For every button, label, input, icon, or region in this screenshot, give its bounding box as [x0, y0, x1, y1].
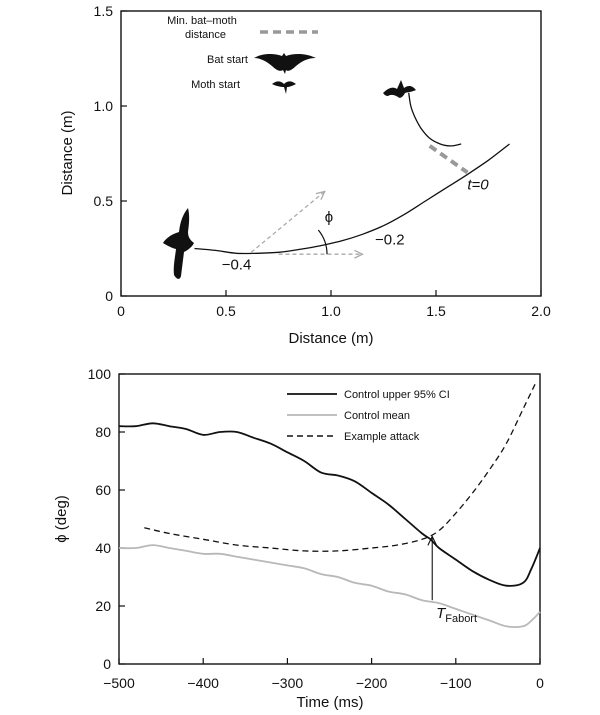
bottom-ytick-label: 0 — [103, 656, 111, 672]
top-ytick-label: 0 — [105, 288, 113, 304]
bat-flight-path — [194, 143, 510, 255]
bottom-ytick-label: 80 — [95, 424, 111, 440]
top-annotation: t=0 — [467, 177, 489, 194]
legend-label-moth-start: Moth start — [191, 79, 240, 91]
min-distance-segment — [428, 144, 469, 175]
bottom-xtick-label: −100 — [440, 675, 472, 691]
bottom-ytick-label: 20 — [95, 598, 111, 614]
bottom-ytick-label: 40 — [95, 540, 111, 556]
bottom-plot-frame — [118, 373, 541, 665]
top-ytick-label: 1.5 — [94, 3, 114, 19]
legend-label-bat-start: Bat start — [207, 54, 248, 66]
reference-arrow-head — [354, 249, 364, 259]
bottom-xtick-label: 0 — [536, 675, 544, 691]
velocity-arrow-shaft — [250, 190, 326, 253]
moth-flight-path — [408, 92, 462, 147]
top-plot-frame — [120, 10, 542, 297]
series-example-attack — [144, 382, 537, 552]
bottom-ylabel: ϕ (deg) — [53, 495, 70, 543]
bottom-xtick-label: −400 — [187, 675, 219, 691]
top-legend: Min. bat–moth distance Bat start Moth st… — [167, 15, 318, 94]
top-xtick-label: 1.5 — [426, 303, 446, 319]
legend-label-ci: Control upper 95% CI — [344, 389, 450, 401]
top-xtick-label: 0 — [117, 303, 125, 319]
bottom-xtick-label: −200 — [356, 675, 388, 691]
top-xlabel: Distance (m) — [288, 330, 373, 347]
top-annotation: −0.2 — [375, 232, 405, 249]
bottom-legend: Control upper 95% CI Control mean Exampl… — [287, 389, 450, 443]
t-fabort-subscript: Fabort — [445, 613, 477, 625]
abort-arrow-head — [427, 535, 438, 546]
bottom-ytick-label: 60 — [95, 482, 111, 498]
phi-time-plot: −500 −400 −300 −200 −100 0 0 20 40 60 80 100 Time (… — [53, 366, 544, 711]
series-control-upper-ci — [118, 422, 541, 587]
top-xtick-label: 2.0 — [531, 303, 551, 319]
moth-start-silhouette — [383, 80, 416, 98]
top-annotation: −0.4 — [222, 256, 252, 273]
top-axis-ticks: 0 0.5 1.0 1.5 2.0 0 0.5 1.0 1.5 — [94, 3, 551, 319]
bottom-xtick-label: −500 — [103, 675, 135, 691]
abort-arrow — [427, 535, 438, 601]
legend-bat-icon — [254, 53, 316, 74]
bottom-ytick-label: 100 — [88, 366, 112, 382]
reference-arrow — [278, 249, 364, 259]
top-xtick-label: 0.5 — [216, 303, 236, 319]
bottom-axis-ticks: −500 −400 −300 −200 −100 0 0 20 40 60 80 100 — [88, 366, 544, 691]
phi-angle-arc — [317, 229, 328, 255]
t-fabort-main: T — [436, 605, 447, 622]
top-ytick-label: 0.5 — [94, 193, 114, 209]
legend-label-min-distance-2: distance — [185, 29, 226, 41]
legend-label-mean: Control mean — [344, 410, 410, 422]
legend-label-attack: Example attack — [344, 431, 420, 443]
series-control-mean — [118, 544, 541, 628]
bottom-xlabel: Time (ms) — [297, 694, 364, 711]
velocity-arrow-head — [315, 190, 326, 200]
top-ytick-label: 1.0 — [94, 98, 114, 114]
top-ylabel: Distance (m) — [59, 110, 76, 195]
legend-label-min-distance-1: Min. bat–moth — [167, 15, 237, 27]
bat-start-silhouette — [163, 208, 194, 279]
top-xtick-label: 1.0 — [321, 303, 341, 319]
velocity-arrow — [250, 190, 326, 253]
trajectory-plot: 0 0.5 1.0 1.5 2.0 0 0.5 1.0 1.5 Distance (m) Dis… — [59, 3, 551, 347]
top-annotation: ϕ — [325, 209, 333, 226]
t-fabort-label: TFabort — [436, 605, 477, 625]
top-annotations: t=0 −0.2 −0.4 ϕ — [222, 177, 490, 274]
legend-moth-icon — [272, 81, 296, 94]
bottom-xtick-label: −300 — [272, 675, 304, 691]
